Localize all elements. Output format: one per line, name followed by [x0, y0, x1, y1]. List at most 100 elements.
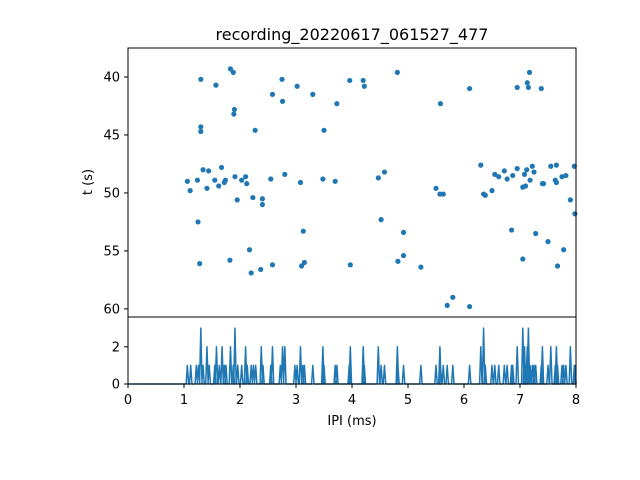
scatter-points: [184, 66, 578, 310]
scatter-point: [246, 247, 253, 253]
x-tick-label: 7: [516, 393, 524, 408]
scatter-point: [563, 172, 569, 179]
scatter-point: [332, 178, 338, 184]
scatter-point: [520, 256, 526, 262]
x-tick-label: 1: [180, 393, 188, 408]
scatter-point: [375, 175, 381, 181]
scatter-point: [279, 98, 286, 104]
y-tick-label: 55: [103, 244, 120, 259]
scatter-point: [525, 84, 532, 91]
scatter-point: [248, 270, 254, 276]
scatter-point: [360, 77, 366, 84]
scatter-point: [227, 257, 233, 263]
scatter-point: [540, 181, 547, 187]
scatter-point: [243, 174, 249, 180]
scatter-point: [269, 91, 276, 97]
histogram-y-ticks: 02: [112, 340, 128, 393]
scatter-point: [553, 179, 560, 186]
scatter-point: [198, 128, 204, 135]
scatter-point: [559, 174, 565, 180]
scatter-point: [244, 181, 250, 187]
scatter-point: [198, 124, 204, 130]
y-axis-label: t (s): [81, 169, 96, 195]
scatter-point: [268, 176, 274, 182]
scatter-point: [450, 294, 456, 300]
y-tick-label: 50: [103, 186, 120, 201]
scatter-point: [492, 171, 498, 177]
scatter-point: [394, 69, 400, 75]
x-tick-label: 6: [460, 393, 468, 408]
y-tick-label: 60: [103, 302, 120, 317]
scatter-point: [548, 163, 554, 169]
scatter-point: [320, 176, 326, 182]
scatter-point: [239, 177, 245, 183]
scatter-point: [395, 258, 401, 264]
scatter-point: [514, 84, 520, 91]
scatter-point: [301, 259, 307, 266]
scatter-point: [258, 266, 264, 273]
scatter-point: [529, 163, 535, 169]
scatter-point: [321, 127, 327, 133]
scatter-point: [467, 85, 473, 92]
x-axis-ticks: 0 1 2 3 4 5 6 7 8: [124, 384, 580, 408]
scatter-point: [297, 179, 304, 186]
x-tick-label: 0: [124, 393, 132, 408]
scatter-point: [269, 262, 276, 268]
scatter-point: [259, 196, 265, 202]
scatter-point: [400, 229, 407, 235]
scatter-point: [554, 263, 561, 269]
x-tick-label: 3: [292, 393, 300, 408]
scatter-point: [347, 262, 353, 268]
histogram-frame: [127, 316, 577, 385]
scatter-point: [418, 264, 424, 270]
x-tick-label: 2: [236, 393, 244, 408]
scatter-point: [572, 211, 578, 217]
scatter-point: [184, 178, 190, 184]
scatter-point: [524, 80, 530, 86]
scatter-point: [482, 192, 488, 198]
scatter-point: [524, 167, 530, 173]
scatter-point: [195, 219, 201, 225]
scatter-point: [194, 177, 201, 183]
scatter-point: [561, 247, 567, 253]
scatter-plot-area: [128, 48, 576, 317]
scatter-point: [230, 69, 236, 75]
scatter-point: [231, 111, 237, 117]
scatter-point: [381, 169, 388, 175]
scatter-point: [300, 228, 306, 234]
chart-title: recording_20220617_061527_477: [216, 25, 489, 45]
scatter-point: [526, 69, 533, 75]
scatter-point: [234, 197, 240, 203]
x-axis-label: IPI (ms): [327, 414, 376, 429]
scatter-point: [523, 183, 529, 189]
scatter-point: [294, 83, 300, 89]
scatter-point: [437, 101, 444, 107]
scatter-point: [545, 239, 551, 245]
scatter-point: [527, 177, 533, 183]
scatter-y-ticks: 40 45 50 55 60: [103, 70, 128, 317]
scatter-point: [433, 185, 439, 191]
scatter-point: [521, 171, 528, 177]
scatter-point: [444, 302, 450, 309]
scatter-point: [440, 191, 446, 197]
scatter-point: [347, 77, 353, 84]
scatter-point: [252, 127, 258, 133]
scatter-point: [361, 83, 367, 89]
hist-y-tick-label: 2: [112, 340, 120, 355]
scatter-point: [213, 82, 219, 88]
x-tick-label: 5: [404, 393, 412, 408]
scatter-point: [467, 303, 473, 310]
scatter-point: [212, 177, 218, 183]
scatter-point: [218, 164, 225, 171]
scatter-point: [299, 263, 305, 269]
scatter-point: [334, 101, 340, 107]
y-tick-label: 45: [103, 128, 120, 143]
scatter-point: [531, 169, 537, 175]
scatter-point: [282, 171, 288, 177]
scatter-point: [501, 168, 507, 174]
scatter-point: [204, 185, 210, 191]
scatter-point: [250, 194, 256, 201]
scatter-point: [198, 76, 204, 82]
scatter-point: [553, 162, 560, 168]
